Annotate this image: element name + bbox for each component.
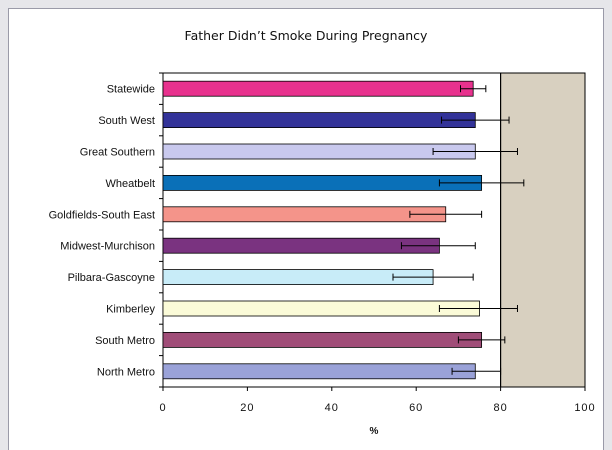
bar	[162, 363, 476, 380]
category-label: Pilbara-Gascoyne	[68, 272, 155, 284]
bar	[162, 300, 480, 317]
category-label: Wheatbelt	[105, 178, 155, 190]
bar	[162, 80, 474, 97]
bar	[162, 237, 440, 254]
bar	[162, 206, 447, 223]
x-tick-label: 80	[493, 402, 507, 414]
x-tick-label: 100	[574, 402, 595, 414]
category-label: Goldfields-South East	[49, 209, 155, 221]
x-tick-label: 40	[325, 402, 339, 414]
category-label: South Metro	[95, 335, 155, 347]
x-tick-label: 20	[240, 402, 254, 414]
bar	[162, 112, 476, 128]
category-label: Great Southern	[80, 147, 155, 159]
bar	[162, 174, 483, 191]
bar	[162, 143, 476, 160]
x-axis-label: %	[370, 426, 379, 437]
category-label: Midwest-Murchison	[60, 241, 155, 253]
shaded-region	[500, 73, 585, 387]
bar	[162, 331, 483, 348]
category-label: North Metro	[97, 366, 155, 378]
category-label: South West	[98, 115, 155, 127]
category-label: Kimberley	[106, 304, 155, 316]
x-tick-label: 60	[409, 402, 423, 414]
chart-title: Father Didn’t Smoke During Pregnancy	[184, 28, 428, 43]
category-label: Statewide	[107, 84, 155, 96]
x-tick-label: 0	[159, 402, 166, 414]
